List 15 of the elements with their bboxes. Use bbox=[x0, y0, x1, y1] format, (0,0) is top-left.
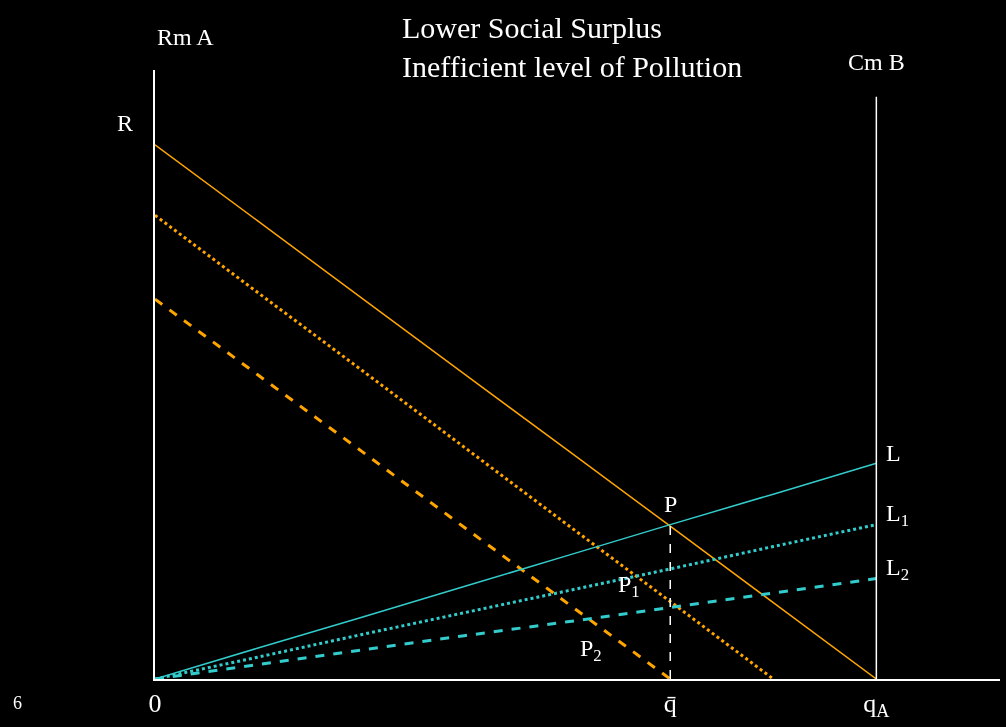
x-tick-label: 0 bbox=[148, 688, 162, 718]
chart-subtitle: Inefficient level of Pollution bbox=[402, 50, 743, 83]
chart-title: Lower Social Surplus bbox=[402, 11, 662, 44]
series-label: L$_{1}$ bbox=[886, 500, 910, 531]
annotation: P$_{1}$ bbox=[618, 571, 640, 602]
x-tick-label: q̄ bbox=[663, 688, 677, 718]
annotation: R bbox=[117, 110, 134, 136]
y-axis-title: Rm A bbox=[157, 24, 215, 50]
series-label: L bbox=[886, 440, 901, 466]
x-tick-label: q$_{A}$ bbox=[863, 688, 890, 722]
ref-line-label: Cm B bbox=[848, 49, 905, 75]
annotation: P$_{2}$ bbox=[580, 635, 602, 666]
series-label: L$_{2}$ bbox=[886, 554, 910, 585]
text: 6 bbox=[13, 693, 22, 713]
annotation: P bbox=[664, 491, 678, 517]
